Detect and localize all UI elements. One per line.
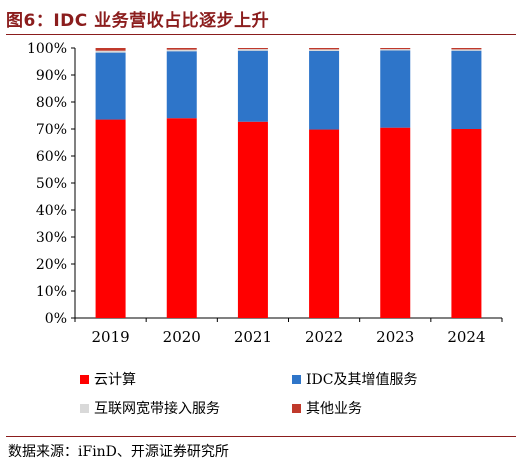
y-tick-label: 20% [36,257,67,273]
bar-segment [309,49,340,51]
y-tick-label: 0% [45,311,67,327]
bar-segment [166,48,197,50]
x-tick-label: 2019 [91,328,129,346]
legend-label: IDC及其增值服务 [306,372,417,388]
source-divider [6,436,516,437]
data-source: 数据来源：iFinD、开源证券研究所 [8,444,229,460]
chart-title: 图6：IDC 业务营收占比逐步上升 [6,11,270,31]
x-tick-label: 2024 [447,328,485,346]
bar-segment [380,48,411,50]
bar-segment [309,50,340,130]
y-tick-label: 70% [36,122,67,138]
legend-label: 互联网宽带接入服务 [94,400,220,417]
x-tick-label: 2021 [234,328,272,346]
y-tick-label: 60% [36,149,67,165]
bar-segment [237,48,268,50]
title-divider [6,34,516,35]
bar-segment [95,50,126,53]
legend-swatch [292,404,301,413]
bar-segment [380,49,411,51]
x-tick-label: 2023 [376,328,414,346]
bar-segment [380,127,411,319]
bar-segment [237,121,268,319]
y-tick-label: 50% [36,176,67,192]
bar-segment [95,119,126,318]
y-tick-label: 100% [27,41,67,57]
y-tick-label: 30% [36,230,67,246]
bar-segment [95,52,126,120]
legend-swatch [292,375,301,384]
y-tick-label: 40% [36,203,67,219]
bar-segment [451,129,482,318]
bar-segment [166,51,197,119]
bar-segment [380,50,411,128]
x-tick-label: 2020 [163,328,201,346]
x-tick-label: 2022 [305,328,343,346]
bar-segment [237,49,268,51]
bar-segment [166,49,197,52]
y-tick-label: 10% [36,284,67,300]
legend-swatch [80,404,89,413]
bar-segment [309,48,340,50]
legend-swatch [80,375,89,384]
y-tick-label: 90% [36,68,67,84]
bar-segment [451,48,482,50]
bar-segment [451,49,482,51]
legend-label: 云计算 [94,372,136,388]
y-tick-label: 80% [36,95,67,111]
legend-label: 其他业务 [306,401,362,417]
bar-segment [309,129,340,318]
bar-segment [95,48,126,51]
bar-segment [237,50,268,122]
bar-segment [451,50,482,130]
title-bar: 图6：IDC 业务营收占比逐步上升 [6,4,518,32]
bar-segment [166,118,197,318]
